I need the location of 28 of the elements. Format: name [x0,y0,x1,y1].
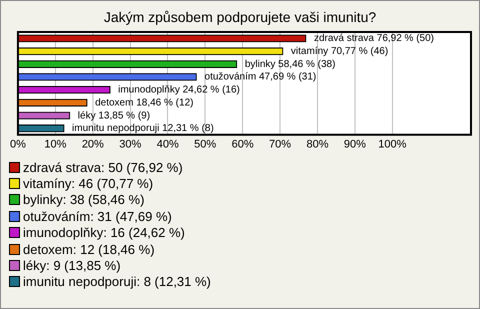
data-label: imunodoplňky 24,62 % (16) [118,84,240,96]
data-label: bylinky 58,46 % (38) [244,58,336,70]
x-tick-label: 60% [232,138,254,150]
text: imunodoplňky: 16 (24,62 %) [23,225,185,240]
x-tick-label: 70% [269,138,292,150]
x-tick-label: 50% [194,138,216,150]
x-tick-label: 90% [344,138,366,150]
data-label: vitamíny 70,77 % (46) [290,46,388,58]
text: detoxem: 12 (18,46 %) [23,242,155,257]
x-tick-label: 40% [156,138,179,150]
text: zdravá strava: 50 (76,92 %) [23,160,183,175]
data-label: imunitu nepodporuji 12,31 % (8) [72,123,214,134]
data-label: léky 13,85 % (9) [78,110,150,122]
data-label: otužováním 47,69 % (31) [204,72,316,83]
text: léky: 9 (13,85 %) [23,258,121,274]
data-label: zdravá strava 76,92 % (50) [314,33,434,44]
x-tick-label: 10% [44,138,67,150]
text: bylinky: 38 (58,46 %) [23,192,144,208]
data-label: detoxem 18,46 % (12) [95,97,194,108]
text: imunitu nepodporuji: 8 (12,31 %) [23,274,211,290]
text: otužováním: 31 (47,69 %) [23,208,172,224]
x-tick-label: 0% [10,138,26,150]
x-tick-label: 30% [119,138,142,150]
x-tick-label: 100% [378,138,407,150]
x-tick-label: 80% [306,138,329,150]
x-tick-label: 20% [82,138,104,150]
text: vitamíny: 46 (70,77 %) [23,176,154,192]
chart-title: Jakým způsobem podporujete vaši imunitu? [102,9,378,27]
